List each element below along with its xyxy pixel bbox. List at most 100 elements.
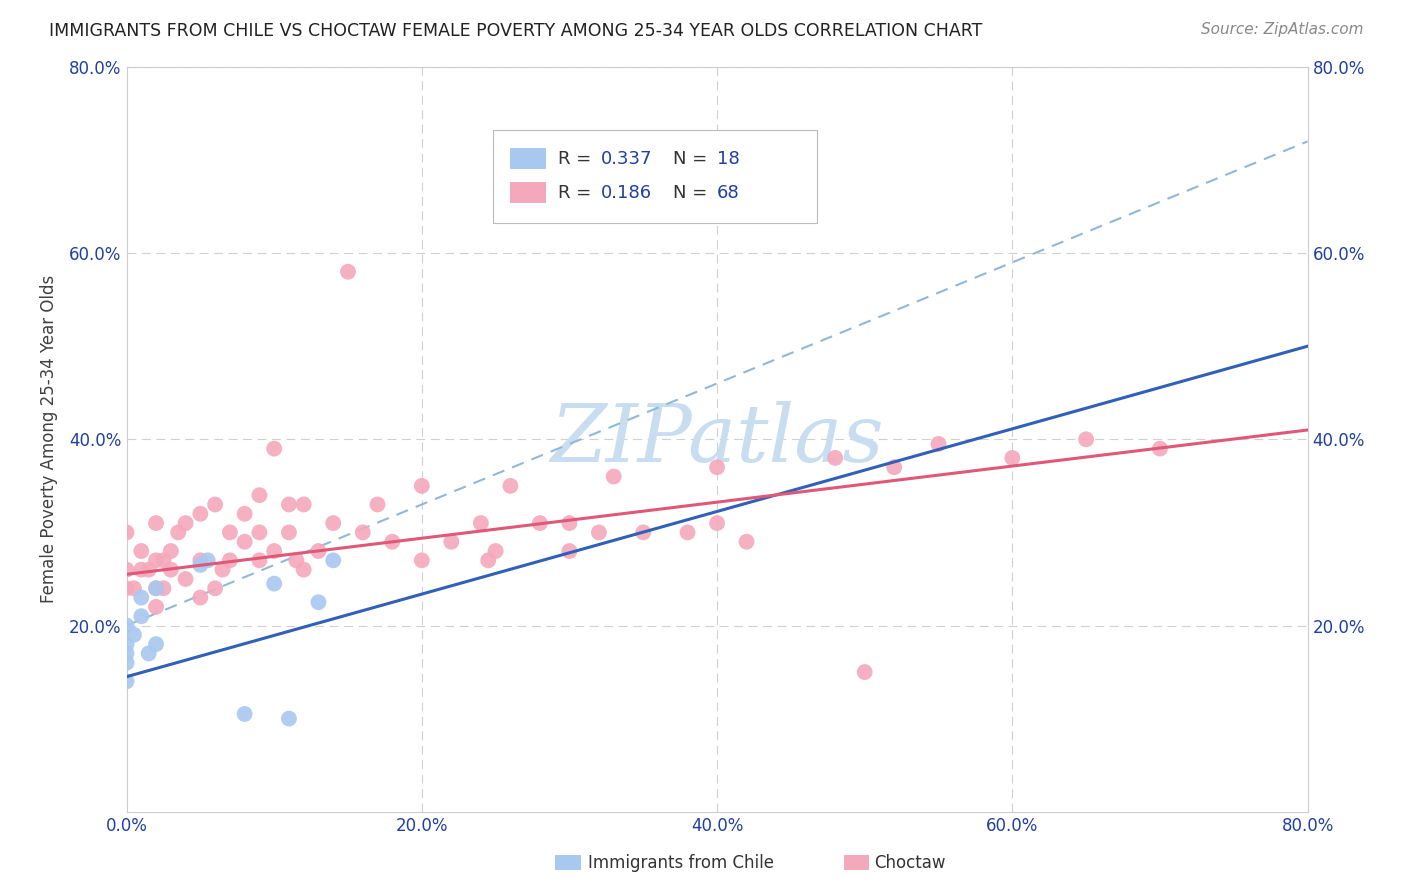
Point bbox=[115, 618, 138, 632]
Point bbox=[233, 534, 256, 549]
Point bbox=[160, 563, 183, 577]
Y-axis label: Female Poverty Among 25-34 Year Olds: Female Poverty Among 25-34 Year Olds bbox=[39, 276, 58, 603]
Point bbox=[145, 582, 167, 596]
Point bbox=[174, 572, 197, 586]
Point bbox=[138, 563, 160, 577]
Point bbox=[115, 563, 138, 577]
Point bbox=[188, 591, 212, 605]
Point bbox=[603, 469, 626, 483]
Point bbox=[145, 599, 167, 614]
Point bbox=[322, 553, 344, 567]
Point bbox=[115, 582, 138, 596]
Point bbox=[477, 553, 499, 567]
Point bbox=[558, 516, 581, 530]
Point bbox=[122, 628, 145, 642]
Point bbox=[129, 609, 153, 624]
Point bbox=[115, 647, 138, 661]
Point bbox=[145, 553, 167, 567]
Text: Immigrants from Chile: Immigrants from Chile bbox=[588, 854, 773, 871]
Point bbox=[122, 582, 145, 596]
Point bbox=[249, 553, 271, 567]
Point bbox=[588, 525, 610, 540]
Point bbox=[204, 498, 226, 512]
Point bbox=[174, 516, 197, 530]
Text: 18: 18 bbox=[717, 150, 740, 168]
Point bbox=[676, 525, 699, 540]
Text: R =: R = bbox=[558, 184, 596, 202]
Point bbox=[278, 498, 301, 512]
Point bbox=[129, 544, 153, 558]
Point bbox=[529, 516, 551, 530]
Point bbox=[204, 582, 226, 596]
Point bbox=[440, 534, 463, 549]
Point bbox=[249, 525, 271, 540]
Text: IMMIGRANTS FROM CHILE VS CHOCTAW FEMALE POVERTY AMONG 25-34 YEAR OLDS CORRELATIO: IMMIGRANTS FROM CHILE VS CHOCTAW FEMALE … bbox=[49, 22, 983, 40]
Point bbox=[129, 591, 153, 605]
Point bbox=[115, 674, 138, 689]
Point bbox=[352, 525, 374, 540]
Point bbox=[233, 507, 256, 521]
Point bbox=[211, 563, 233, 577]
Point bbox=[249, 488, 271, 502]
Point bbox=[308, 544, 330, 558]
Point bbox=[337, 265, 360, 279]
Point bbox=[160, 544, 183, 558]
Text: 0.186: 0.186 bbox=[602, 184, 652, 202]
Point bbox=[308, 595, 330, 609]
Point bbox=[188, 558, 212, 572]
Point bbox=[285, 553, 308, 567]
Point bbox=[883, 460, 905, 475]
Point bbox=[322, 516, 344, 530]
FancyBboxPatch shape bbox=[510, 182, 546, 203]
Point bbox=[145, 582, 167, 596]
Point bbox=[152, 582, 174, 596]
Point bbox=[824, 450, 846, 465]
FancyBboxPatch shape bbox=[492, 130, 817, 223]
Point bbox=[292, 498, 315, 512]
FancyBboxPatch shape bbox=[510, 148, 546, 169]
Point bbox=[263, 544, 285, 558]
Text: N =: N = bbox=[673, 150, 713, 168]
Point bbox=[233, 706, 256, 721]
Point bbox=[633, 525, 655, 540]
Point bbox=[152, 553, 174, 567]
Text: Choctaw: Choctaw bbox=[875, 854, 946, 871]
Point bbox=[263, 576, 285, 591]
Point bbox=[219, 553, 242, 567]
Point bbox=[278, 525, 301, 540]
Point bbox=[115, 525, 138, 540]
Point bbox=[928, 437, 950, 451]
Point bbox=[278, 712, 301, 726]
Point bbox=[197, 553, 219, 567]
Point bbox=[706, 460, 728, 475]
Point bbox=[499, 479, 522, 493]
Point bbox=[188, 507, 212, 521]
Point bbox=[188, 553, 212, 567]
Text: 68: 68 bbox=[717, 184, 740, 202]
Text: N =: N = bbox=[673, 184, 713, 202]
Point bbox=[219, 525, 242, 540]
Point bbox=[484, 544, 508, 558]
Point bbox=[367, 498, 389, 512]
Text: R =: R = bbox=[558, 150, 596, 168]
Text: Source: ZipAtlas.com: Source: ZipAtlas.com bbox=[1201, 22, 1364, 37]
Point bbox=[558, 544, 581, 558]
Point bbox=[167, 525, 190, 540]
Point bbox=[115, 637, 138, 651]
Point bbox=[411, 479, 433, 493]
Point bbox=[145, 637, 167, 651]
Point bbox=[735, 534, 758, 549]
Point bbox=[138, 647, 160, 661]
Point bbox=[115, 656, 138, 670]
Text: 0.337: 0.337 bbox=[602, 150, 652, 168]
Point bbox=[1149, 442, 1171, 456]
Point bbox=[706, 516, 728, 530]
Point bbox=[145, 516, 167, 530]
Point bbox=[1001, 450, 1024, 465]
Point bbox=[411, 553, 433, 567]
Point bbox=[470, 516, 492, 530]
Text: ZIPatlas: ZIPatlas bbox=[550, 401, 884, 478]
Point bbox=[1076, 432, 1098, 446]
Point bbox=[292, 563, 315, 577]
Point bbox=[263, 442, 285, 456]
